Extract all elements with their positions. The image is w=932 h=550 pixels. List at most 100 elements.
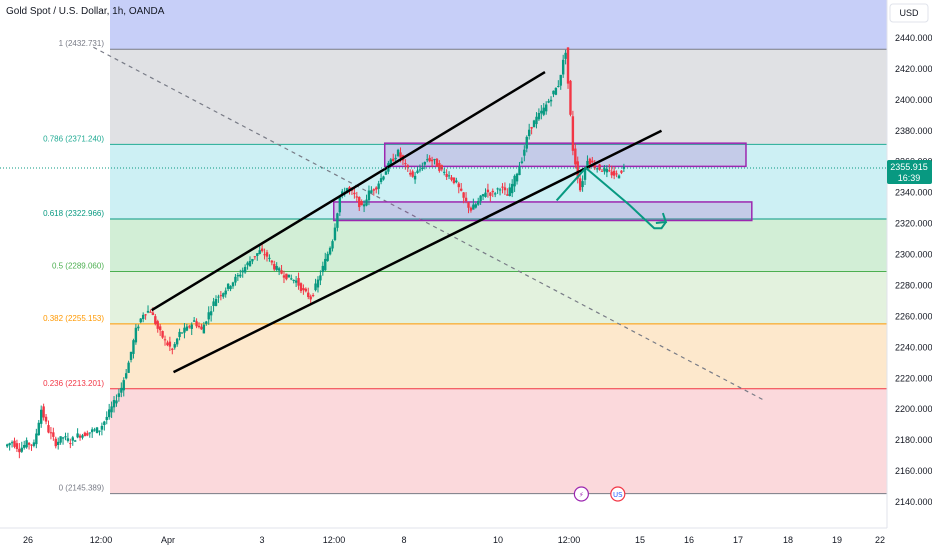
- candle-body[interactable]: [35, 433, 38, 445]
- candle-body[interactable]: [523, 149, 526, 156]
- candle-body[interactable]: [88, 432, 91, 434]
- candle-body[interactable]: [6, 444, 9, 447]
- candle-body[interactable]: [365, 199, 368, 206]
- candle-body[interactable]: [243, 266, 247, 273]
- candle-body[interactable]: [66, 438, 70, 441]
- candle-body[interactable]: [105, 416, 108, 421]
- candle-body[interactable]: [450, 177, 453, 180]
- candle-body[interactable]: [229, 286, 232, 290]
- dashed-trendline-segment[interactable]: [93, 46, 764, 401]
- candle-body[interactable]: [525, 136, 528, 149]
- candle-body[interactable]: [86, 433, 89, 436]
- candle-body[interactable]: [591, 160, 594, 163]
- candle-body[interactable]: [307, 292, 310, 298]
- candle-body[interactable]: [112, 399, 116, 408]
- candle-body[interactable]: [107, 409, 111, 418]
- candle-body[interactable]: [200, 326, 203, 330]
- candle-body[interactable]: [180, 332, 184, 334]
- candle-body[interactable]: [377, 183, 380, 189]
- candle-body[interactable]: [156, 321, 159, 329]
- candle-body[interactable]: [479, 195, 482, 202]
- candle-body[interactable]: [134, 327, 138, 343]
- candle-body[interactable]: [493, 193, 497, 195]
- candle-body[interactable]: [25, 440, 28, 448]
- candle-body[interactable]: [574, 148, 577, 165]
- candle-body[interactable]: [69, 443, 72, 445]
- candle-body[interactable]: [452, 177, 456, 184]
- candle-body[interactable]: [544, 104, 548, 112]
- candle-body[interactable]: [617, 175, 621, 179]
- candle-body[interactable]: [27, 442, 31, 445]
- candle-body[interactable]: [251, 258, 254, 262]
- candle-body[interactable]: [154, 316, 157, 324]
- candle-body[interactable]: [426, 159, 429, 161]
- currency-button[interactable]: USD: [889, 3, 929, 23]
- candle-body[interactable]: [197, 325, 201, 328]
- candle-body[interactable]: [489, 192, 492, 196]
- candle-body[interactable]: [498, 189, 502, 191]
- candle-body[interactable]: [508, 187, 511, 197]
- candle-body[interactable]: [209, 311, 213, 316]
- candle-body[interactable]: [129, 351, 133, 360]
- candle-body[interactable]: [389, 159, 393, 165]
- candle-body[interactable]: [547, 101, 550, 103]
- candle-body[interactable]: [195, 321, 198, 327]
- candle-body[interactable]: [15, 443, 19, 449]
- candle-body[interactable]: [433, 159, 436, 161]
- candle-body[interactable]: [615, 173, 618, 175]
- candle-body[interactable]: [484, 192, 487, 197]
- candle-body[interactable]: [593, 165, 596, 169]
- candle-body[interactable]: [462, 192, 465, 198]
- candle-body[interactable]: [472, 204, 475, 210]
- candle-body[interactable]: [234, 276, 237, 283]
- candle-body[interactable]: [171, 348, 174, 350]
- candle-body[interactable]: [158, 326, 162, 331]
- candle-body[interactable]: [554, 87, 558, 95]
- candle-body[interactable]: [610, 171, 613, 176]
- candle-body[interactable]: [178, 331, 181, 338]
- candle-body[interactable]: [464, 197, 468, 202]
- candle-body[interactable]: [513, 175, 516, 187]
- candle-body[interactable]: [467, 202, 470, 208]
- candle-body[interactable]: [515, 173, 519, 182]
- candle-body[interactable]: [98, 430, 101, 432]
- dividend-icon[interactable]: ⚡: [573, 486, 589, 502]
- candle-body[interactable]: [13, 440, 16, 447]
- candle-body[interactable]: [302, 288, 305, 291]
- candle-body[interactable]: [49, 432, 53, 434]
- candle-body[interactable]: [44, 416, 48, 422]
- candle-body[interactable]: [297, 278, 300, 286]
- channel-upper-line[interactable]: [151, 70, 546, 312]
- candle-body[interactable]: [275, 266, 278, 270]
- candle-body[interactable]: [396, 149, 400, 156]
- candle-body[interactable]: [491, 190, 494, 193]
- candle-body[interactable]: [501, 186, 504, 188]
- candle-body[interactable]: [530, 127, 533, 129]
- candle-body[interactable]: [76, 433, 79, 438]
- candle-body[interactable]: [239, 274, 242, 277]
- candle-body[interactable]: [455, 180, 458, 183]
- candle-body[interactable]: [457, 183, 460, 188]
- candle-body[interactable]: [384, 171, 388, 175]
- candle-body[interactable]: [316, 279, 320, 288]
- candle-body[interactable]: [47, 425, 50, 433]
- candle-body[interactable]: [598, 164, 601, 170]
- candle-body[interactable]: [518, 166, 521, 176]
- candle-body[interactable]: [212, 301, 215, 306]
- demand-zone[interactable]: [333, 201, 753, 222]
- candle-body[interactable]: [496, 188, 499, 190]
- candle-body[interactable]: [163, 339, 167, 341]
- candle-body[interactable]: [110, 406, 113, 413]
- candle-body[interactable]: [311, 295, 315, 297]
- candle-body[interactable]: [117, 393, 121, 397]
- candle-body[interactable]: [93, 429, 96, 431]
- candle-body[interactable]: [438, 163, 441, 171]
- candle-body[interactable]: [506, 194, 509, 196]
- candle-body[interactable]: [10, 442, 14, 444]
- candle-body[interactable]: [185, 326, 189, 331]
- candle-body[interactable]: [411, 171, 414, 177]
- candle-body[interactable]: [265, 252, 269, 257]
- candle-body[interactable]: [535, 116, 538, 125]
- candle-body[interactable]: [64, 436, 67, 438]
